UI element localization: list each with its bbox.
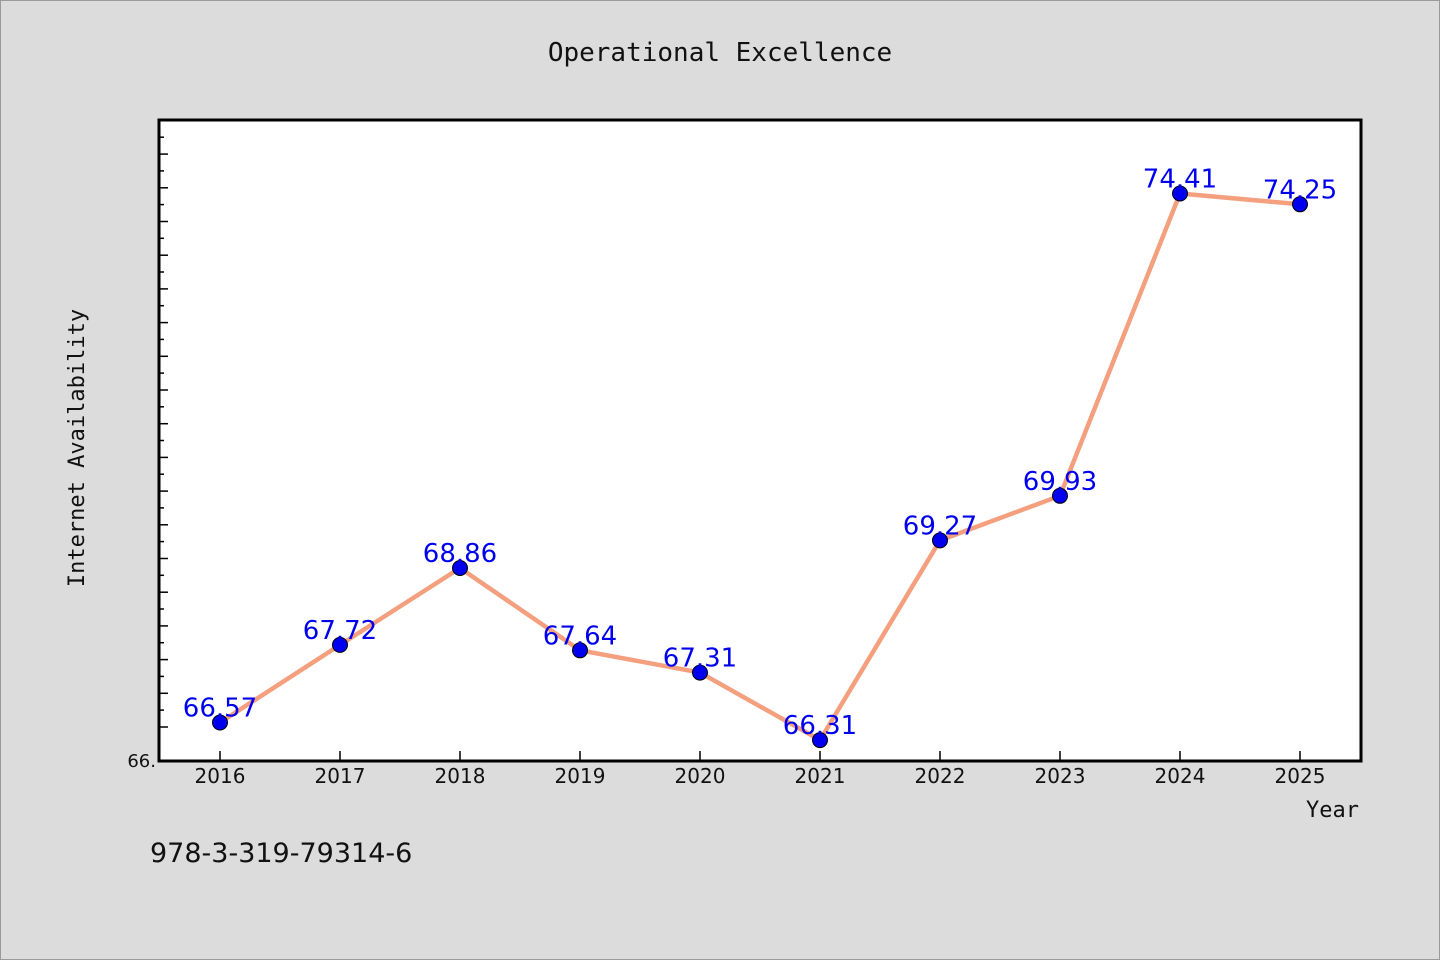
data-label: 67.31 xyxy=(663,644,737,674)
y-tick-label: 66. xyxy=(127,751,156,772)
chart-title: Operational Excellence xyxy=(548,38,892,68)
data-label: 74.25 xyxy=(1263,175,1337,205)
data-point xyxy=(692,664,708,681)
data-point xyxy=(212,714,228,731)
x-tick-label: 2016 xyxy=(195,764,246,788)
x-tick-label: 2018 xyxy=(435,764,486,788)
x-tick-label: 2021 xyxy=(795,764,846,788)
y-axis-ticks xyxy=(159,136,168,728)
x-tick-label: 2020 xyxy=(675,764,726,788)
data-point xyxy=(332,636,348,653)
data-label: 69.93 xyxy=(1023,467,1097,497)
data-label: 69.27 xyxy=(903,511,977,541)
data-label: 67.72 xyxy=(303,616,377,646)
series-layer: 66.57 67.72 68.86 67.64 67.31 66.31 69.27 69.93… xyxy=(183,165,1337,749)
x-tick-label: 2017 xyxy=(315,764,366,788)
data-point xyxy=(452,560,468,576)
x-tick-labels: 2016 2017 2018 2019 2020 2021 2022 2023 2024 2025 xyxy=(195,764,1326,788)
plot-area xyxy=(157,118,1363,763)
x-tick-label: 2023 xyxy=(1035,764,1086,788)
data-point xyxy=(1052,487,1068,504)
data-label: 66.31 xyxy=(783,711,857,741)
x-tick-label: 2019 xyxy=(555,764,606,788)
data-label: 68.86 xyxy=(423,539,497,569)
data-label: 67.64 xyxy=(543,621,617,651)
x-axis-ticks xyxy=(219,751,1301,761)
y-axis-label: Internet Availability xyxy=(65,309,90,587)
series-line xyxy=(218,191,1301,743)
data-point xyxy=(1292,196,1308,213)
data-point xyxy=(932,532,948,549)
footer-isbn-text: 978-3-319-79314-6 xyxy=(150,838,412,869)
data-label: 66.57 xyxy=(183,694,257,724)
data-point xyxy=(572,642,588,659)
x-tick-label: 2025 xyxy=(1275,764,1326,788)
data-point xyxy=(812,732,828,749)
x-tick-label: 2022 xyxy=(915,764,966,788)
data-point xyxy=(1172,185,1188,202)
x-axis-label: Year xyxy=(1306,798,1359,823)
x-tick-label: 2024 xyxy=(1155,764,1206,788)
data-label: 74.41 xyxy=(1143,165,1217,195)
